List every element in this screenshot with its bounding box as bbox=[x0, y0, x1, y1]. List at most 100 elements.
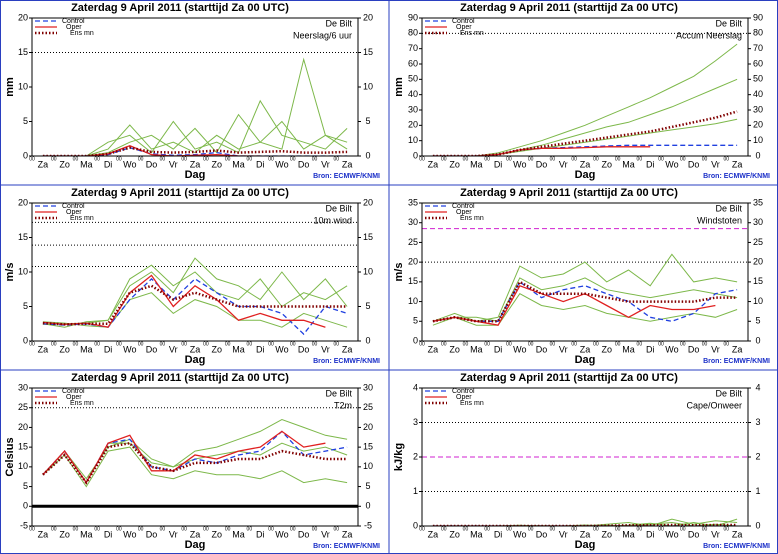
day-start-label: 00 bbox=[290, 156, 296, 162]
day-start-label: 00 bbox=[658, 156, 664, 162]
day-start-label: 00 bbox=[203, 341, 209, 347]
x-tick-label: Vr bbox=[711, 344, 720, 354]
legend-label: Control bbox=[62, 203, 85, 210]
member-line bbox=[42, 264, 348, 328]
series-line bbox=[42, 430, 326, 484]
x-tick-label: Vr bbox=[711, 159, 720, 169]
x-tick-label: Do bbox=[298, 529, 310, 539]
y-tick-label: 20 bbox=[18, 12, 28, 22]
y-tick-label: 0 bbox=[413, 335, 418, 345]
y2-tick-label: 10 bbox=[363, 81, 373, 91]
source: Bron: ECMWF/KNMI bbox=[313, 173, 380, 180]
station: De Bilt bbox=[325, 18, 352, 28]
day-start-label: 00 bbox=[702, 341, 708, 347]
x-tick-label: Vr bbox=[169, 159, 178, 169]
y2-tick-label: 30 bbox=[363, 382, 373, 392]
y-tick-label: 5 bbox=[413, 316, 418, 326]
day-start-label: 00 bbox=[160, 526, 166, 532]
day-start-label: 00 bbox=[181, 526, 187, 532]
x-tick-label: Za bbox=[38, 529, 49, 539]
day-start-label: 00 bbox=[637, 156, 643, 162]
day-start-label: 00 bbox=[550, 156, 556, 162]
x-tick-label: Ma bbox=[80, 344, 93, 354]
day-start-label: 00 bbox=[593, 526, 599, 532]
y-tick-label: 5 bbox=[23, 481, 28, 491]
x-tick-label: Zo bbox=[449, 344, 460, 354]
day-start-label: 00 bbox=[571, 156, 577, 162]
day-start-label: 00 bbox=[484, 341, 490, 347]
legend-label: Oper bbox=[66, 209, 82, 216]
y2-tick-label: 0 bbox=[755, 150, 760, 160]
day-start-label: 00 bbox=[203, 526, 209, 532]
y2-tick-label: 20 bbox=[753, 120, 763, 130]
y2-tick-label: 60 bbox=[753, 58, 763, 68]
x-tick-label: Ma bbox=[232, 159, 245, 169]
x-tick-label: Vr bbox=[169, 529, 178, 539]
series-line bbox=[432, 110, 738, 156]
x-tick-label: Di bbox=[256, 529, 265, 539]
y2-tick-label: 40 bbox=[753, 89, 763, 99]
legend-label: Ens mn bbox=[460, 215, 484, 222]
x-tick-label: Di bbox=[494, 344, 503, 354]
legend-label: Control bbox=[62, 388, 85, 395]
day-start-label: 00 bbox=[94, 526, 100, 532]
x-tick-label: Wo bbox=[123, 159, 136, 169]
x-tick-label: Za bbox=[428, 159, 439, 169]
station: De Bilt bbox=[715, 18, 742, 28]
series-line bbox=[42, 274, 326, 328]
y-tick-label: 1 bbox=[413, 486, 418, 496]
day-start-label: 00 bbox=[94, 156, 100, 162]
day-start-label: 00 bbox=[225, 156, 231, 162]
x-tick-label: Za bbox=[580, 344, 591, 354]
day-start-label: 00 bbox=[506, 156, 512, 162]
day-start-label: 00 bbox=[441, 156, 447, 162]
y-tick-label: 0 bbox=[23, 501, 28, 511]
x-axis-label: Dag bbox=[185, 354, 206, 366]
y-tick-label: 15 bbox=[18, 47, 28, 57]
day-start-label: 00 bbox=[333, 526, 339, 532]
x-axis-label: Dag bbox=[185, 169, 206, 181]
x-tick-label: Zo bbox=[59, 159, 70, 169]
day-start-label: 00 bbox=[181, 156, 187, 162]
day-start-label: 00 bbox=[680, 156, 686, 162]
plot-frame bbox=[31, 202, 359, 342]
x-tick-label: Za bbox=[732, 344, 743, 354]
station: De Bilt bbox=[325, 388, 352, 398]
x-tick-label: Za bbox=[732, 159, 743, 169]
day-start-label: 00 bbox=[138, 526, 144, 532]
day-start-label: 00 bbox=[419, 526, 425, 532]
x-tick-label: Zo bbox=[211, 529, 222, 539]
day-start-label: 00 bbox=[419, 156, 425, 162]
day-start-label: 00 bbox=[160, 156, 166, 162]
x-tick-label: Za bbox=[38, 159, 49, 169]
day-start-label: 00 bbox=[463, 341, 469, 347]
day-start-label: 00 bbox=[658, 526, 664, 532]
day-start-label: 00 bbox=[441, 341, 447, 347]
y2-tick-label: 70 bbox=[753, 43, 763, 53]
y-axis-label: kJ/kg bbox=[393, 443, 405, 471]
x-tick-label: Za bbox=[428, 344, 439, 354]
y2-tick-label: 10 bbox=[363, 266, 373, 276]
day-start-label: 00 bbox=[528, 156, 534, 162]
x-tick-label: Wo bbox=[275, 529, 288, 539]
day-start-label: 00 bbox=[637, 526, 643, 532]
x-tick-label: Ma bbox=[232, 344, 245, 354]
member-line bbox=[432, 521, 738, 526]
y-tick-label: 30 bbox=[408, 104, 418, 114]
y-tick-label: 70 bbox=[408, 43, 418, 53]
day-start-label: 00 bbox=[419, 341, 425, 347]
day-start-label: 00 bbox=[702, 156, 708, 162]
y-tick-label: 30 bbox=[408, 217, 418, 227]
day-start-label: 00 bbox=[225, 526, 231, 532]
member-line bbox=[42, 446, 348, 488]
y2-tick-label: 30 bbox=[753, 104, 763, 114]
day-start-label: 00 bbox=[333, 341, 339, 347]
y-tick-label: 20 bbox=[18, 422, 28, 432]
y-tick-label: 15 bbox=[18, 442, 28, 452]
y2-tick-label: 5 bbox=[365, 481, 370, 491]
y2-tick-label: 15 bbox=[753, 276, 763, 286]
y2-tick-label: 20 bbox=[753, 257, 763, 267]
x-tick-label: Wo bbox=[665, 159, 678, 169]
day-start-label: 00 bbox=[680, 526, 686, 532]
y-tick-label: 10 bbox=[18, 81, 28, 91]
